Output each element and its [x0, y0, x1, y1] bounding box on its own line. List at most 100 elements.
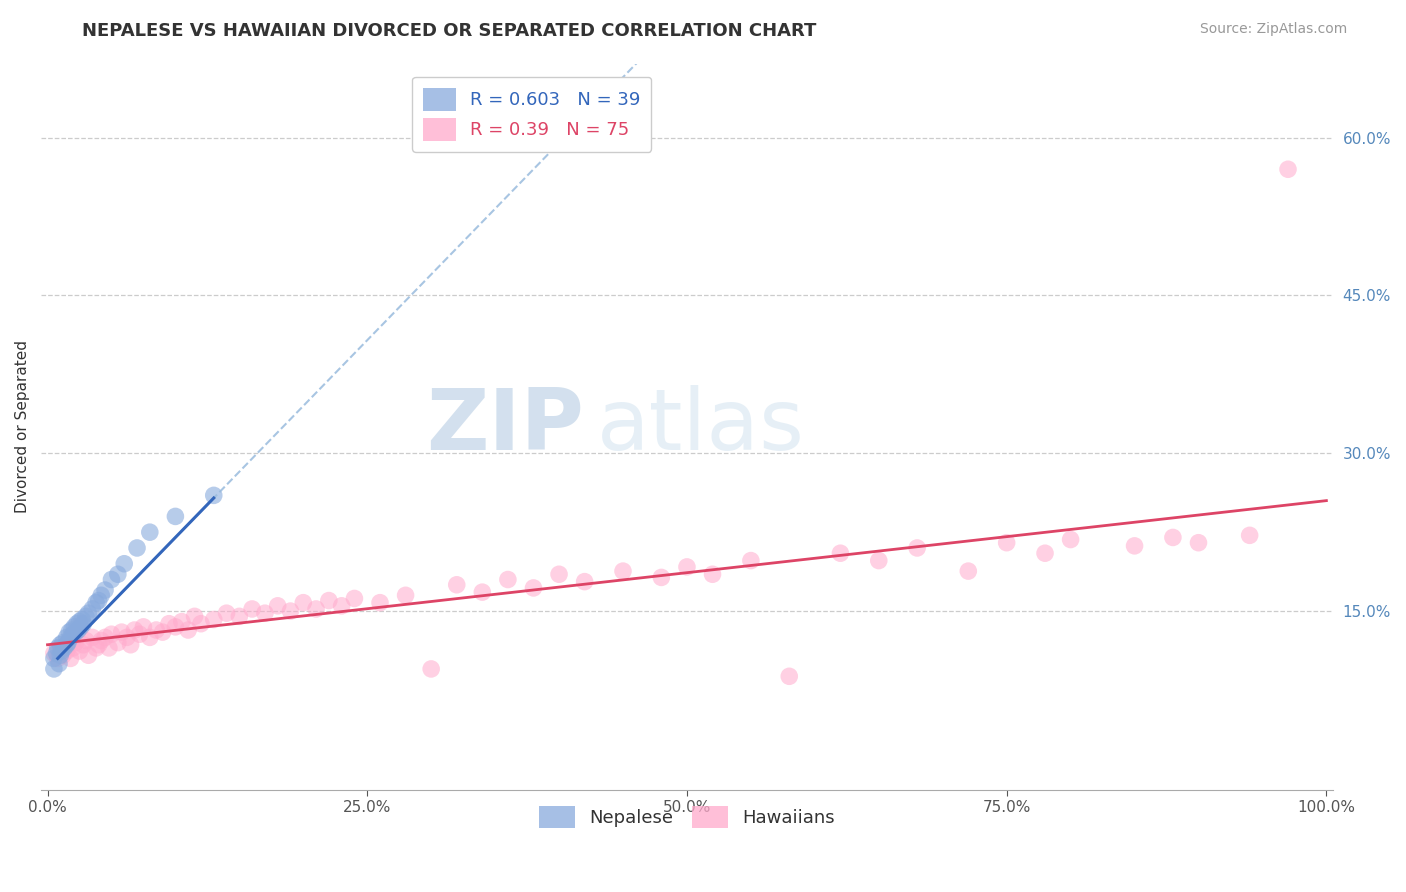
Point [77, 648, 100, 663]
Point [53, 640, 76, 655]
Point [548, 567, 571, 582]
Point [49, 638, 72, 652]
Point [139, 631, 162, 645]
Point [1123, 539, 1146, 553]
Point [420, 662, 443, 676]
Point [305, 602, 328, 616]
Point [49, 648, 72, 663]
Point [90, 588, 112, 602]
Point [702, 567, 724, 582]
Text: ZIP: ZIP [426, 385, 583, 468]
Point [112, 557, 135, 571]
Point [228, 609, 250, 624]
Point [124, 623, 146, 637]
Legend: Nepalese, Hawaiians: Nepalese, Hawaiians [531, 799, 842, 835]
Point [42, 662, 65, 676]
Point [87, 593, 110, 607]
Point [830, 546, 852, 560]
Point [280, 604, 302, 618]
Point [59, 651, 82, 665]
Point [120, 638, 142, 652]
Point [90, 633, 112, 648]
Point [52, 635, 75, 649]
Point [46, 651, 69, 665]
Point [215, 606, 238, 620]
Point [471, 585, 494, 599]
Text: Source: ZipAtlas.com: Source: ZipAtlas.com [1199, 22, 1347, 37]
Point [1277, 162, 1299, 177]
Point [496, 573, 519, 587]
Point [190, 616, 212, 631]
Point [48, 657, 70, 671]
Point [56, 638, 79, 652]
Point [522, 581, 544, 595]
Point [69, 644, 91, 658]
Point [84, 596, 107, 610]
Point [46, 640, 69, 655]
Point [51, 644, 73, 658]
Point [778, 669, 800, 683]
Point [267, 599, 290, 613]
Point [202, 488, 225, 502]
Point [318, 593, 340, 607]
Point [56, 635, 79, 649]
Point [67, 623, 90, 637]
Point [69, 620, 91, 634]
Point [957, 564, 980, 578]
Point [52, 648, 75, 663]
Point [1161, 531, 1184, 545]
Y-axis label: Divorced or Separated: Divorced or Separated [15, 341, 30, 514]
Point [574, 574, 596, 589]
Point [94, 582, 117, 597]
Point [100, 627, 122, 641]
Point [66, 616, 89, 631]
Point [55, 644, 77, 658]
Point [145, 623, 167, 637]
Point [1187, 535, 1209, 549]
Point [170, 615, 193, 629]
Point [202, 613, 225, 627]
Point [45, 646, 67, 660]
Point [111, 625, 134, 640]
Point [1059, 533, 1081, 547]
Text: atlas: atlas [596, 385, 804, 468]
Point [70, 613, 93, 627]
Point [69, 615, 91, 629]
Point [128, 627, 150, 641]
Point [77, 606, 100, 620]
Point [330, 599, 353, 613]
Point [740, 553, 762, 567]
Point [58, 625, 80, 640]
Point [177, 623, 200, 637]
Point [60, 623, 83, 637]
Point [183, 609, 205, 624]
Point [55, 631, 77, 645]
Point [368, 596, 391, 610]
Point [82, 602, 104, 616]
Point [100, 573, 122, 587]
Point [42, 651, 65, 665]
Point [125, 541, 148, 555]
Point [292, 596, 315, 610]
Point [394, 588, 416, 602]
Point [72, 638, 94, 652]
Point [65, 625, 87, 640]
Point [87, 638, 110, 652]
Point [165, 509, 187, 524]
Point [59, 631, 82, 645]
Point [42, 646, 65, 660]
Point [1033, 546, 1056, 560]
Point [446, 578, 468, 592]
Point [240, 602, 263, 616]
Point [94, 631, 117, 645]
Point [97, 640, 120, 655]
Point [157, 616, 180, 631]
Point [55, 638, 77, 652]
Point [995, 535, 1018, 549]
Point [343, 591, 366, 606]
Point [676, 560, 699, 574]
Point [84, 640, 107, 655]
Point [62, 640, 84, 655]
Point [107, 567, 129, 582]
Point [75, 609, 97, 624]
